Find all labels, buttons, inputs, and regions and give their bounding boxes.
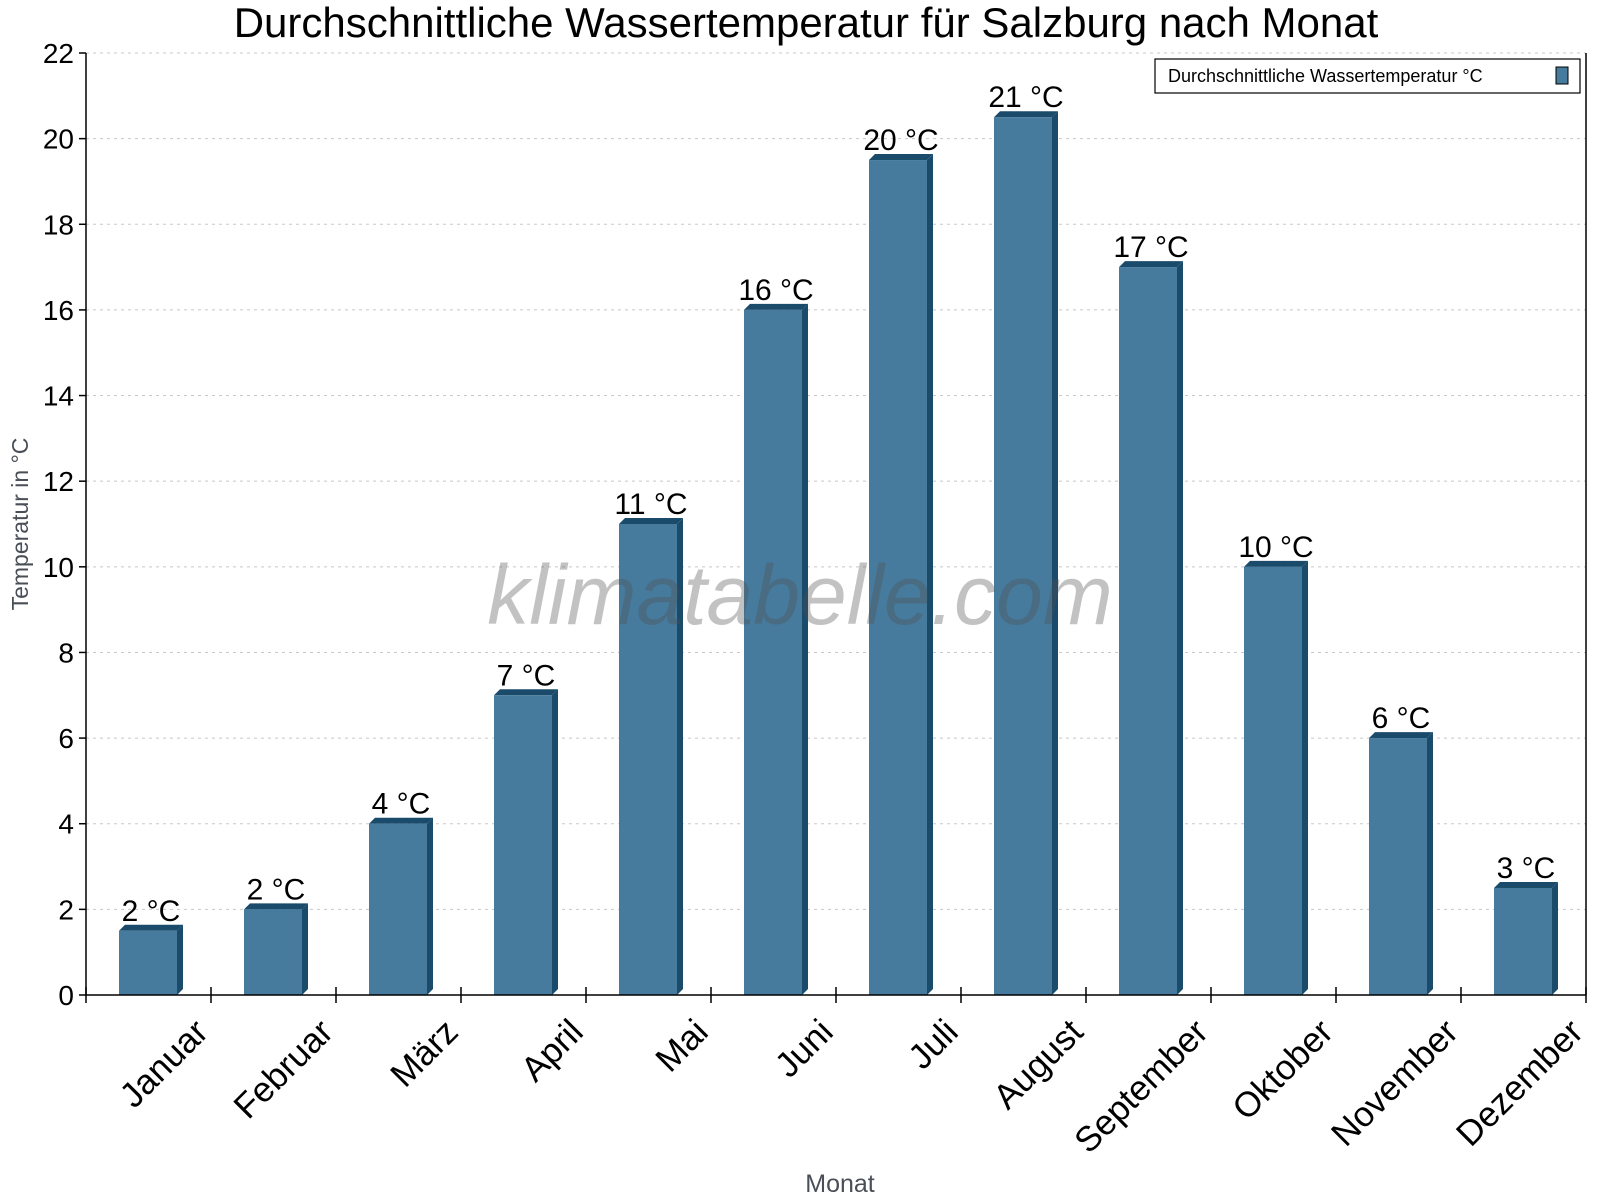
bar (369, 823, 427, 995)
bar-side (427, 817, 433, 995)
x-tick-label: August (986, 1012, 1091, 1117)
bar-side (1052, 111, 1058, 995)
x-tick-label: März (383, 1012, 466, 1095)
data-label: 3 °C (1497, 852, 1556, 885)
x-tick-label: Juli (901, 1012, 966, 1077)
bar (1494, 887, 1552, 995)
data-label: 20 °C (863, 124, 938, 157)
bar-side (1427, 732, 1433, 995)
y-axis-label: Temperatur in °C (7, 438, 33, 611)
bar (744, 309, 802, 996)
data-label: 11 °C (614, 488, 687, 521)
chart-title: Durchschnittliche Wassertemperatur für S… (234, 0, 1379, 46)
bar-side (677, 518, 683, 995)
data-label: 4 °C (372, 788, 431, 821)
y-tick-label: 8 (58, 637, 74, 668)
x-tick-label: Februar (226, 1012, 340, 1126)
bar-top (119, 924, 183, 931)
data-label: 16 °C (738, 274, 813, 307)
bar-side (177, 924, 183, 995)
bar (994, 117, 1052, 995)
bar (1369, 738, 1427, 995)
y-tick-label: 22 (43, 38, 74, 69)
y-tick-label: 12 (43, 466, 74, 497)
bar-side (302, 903, 308, 995)
bar-side (1302, 560, 1308, 995)
bar-top (494, 689, 558, 696)
bar (1119, 267, 1177, 995)
x-tick-label: November (1324, 1012, 1466, 1154)
data-label: 7 °C (497, 659, 556, 692)
data-label: 21 °C (988, 81, 1063, 114)
bar (1244, 566, 1302, 995)
y-tick-label: 18 (43, 209, 74, 240)
x-tick-label: Oktober (1225, 1012, 1341, 1128)
x-tick-label: Januar (112, 1012, 215, 1115)
bar-top (1369, 732, 1433, 739)
x-tick-label: Mai (648, 1012, 715, 1079)
data-label: 17 °C (1113, 231, 1188, 264)
legend-swatch (1555, 66, 1569, 85)
bar-top (744, 303, 808, 310)
y-axis-ticks: 0 2 4 6 8 10 12 14 16 18 20 22 (43, 38, 86, 1011)
bar-side (552, 689, 558, 995)
legend: Durchschnittliche Wassertemperatur °C (1154, 58, 1581, 94)
y-tick-label: 2 (58, 894, 74, 925)
bar-top (1244, 560, 1308, 567)
bar-top (1119, 261, 1183, 268)
y-tick-label: 10 (43, 552, 74, 583)
bars: 2 °C 2 °C 4 °C 7 °C 11 °C 16 °C 20 °C 21 °C 17 °… (119, 81, 1558, 996)
watermark: klimatabelle.com (487, 548, 1113, 642)
x-axis-label: Monat (805, 1170, 875, 1198)
x-tick-label: Juni (768, 1012, 841, 1085)
y-tick-label: 14 (43, 381, 74, 412)
bar (619, 524, 677, 995)
x-tick-label: September (1067, 1012, 1216, 1161)
legend-box (1154, 58, 1581, 94)
bar-top (869, 154, 933, 161)
bar (494, 695, 552, 995)
bar (119, 930, 177, 995)
bar-side (1552, 881, 1558, 995)
data-label: 2 °C (247, 873, 306, 906)
bar-side (802, 303, 808, 996)
legend-label: Durchschnittliche Wassertemperatur °C (1168, 66, 1483, 86)
y-tick-label: 20 (43, 124, 74, 155)
bar-side (1177, 261, 1183, 995)
bar (244, 909, 302, 995)
x-tick-label: April (514, 1012, 591, 1089)
grid-lines (86, 52, 1586, 910)
bar-top (369, 817, 433, 824)
bar (869, 160, 927, 995)
y-tick-label: 4 (58, 809, 74, 840)
bar-top (1494, 881, 1558, 888)
data-label: 6 °C (1372, 702, 1431, 735)
y-tick-label: 16 (43, 295, 74, 326)
y-tick-label: 6 (58, 723, 74, 754)
data-label: 2 °C (122, 895, 181, 928)
x-axis-ticks: Januar Februar März April Mai Juni Juli AugustS… (85, 987, 1591, 1161)
y-tick-label: 0 (58, 980, 74, 1011)
bar-top (619, 518, 683, 524)
bar-side (927, 154, 933, 995)
data-label: 10 °C (1238, 531, 1313, 564)
x-tick-label: Dezember (1449, 1012, 1591, 1154)
bar-top (994, 111, 1058, 118)
bar-top (244, 903, 308, 910)
